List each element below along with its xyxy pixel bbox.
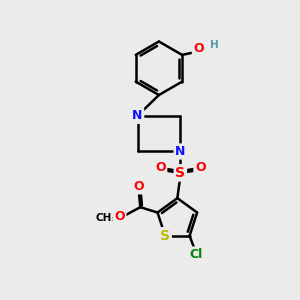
Text: H: H [210,40,219,50]
Text: O: O [194,42,204,56]
Text: N: N [175,145,185,158]
Text: N: N [132,109,143,122]
Text: O: O [134,180,144,193]
Text: O: O [114,211,125,224]
Text: CH₃: CH₃ [96,213,117,223]
Text: O: O [195,161,206,174]
Text: Cl: Cl [190,248,203,261]
Text: O: O [155,161,166,174]
Text: S: S [175,166,185,180]
Text: S: S [160,229,170,243]
